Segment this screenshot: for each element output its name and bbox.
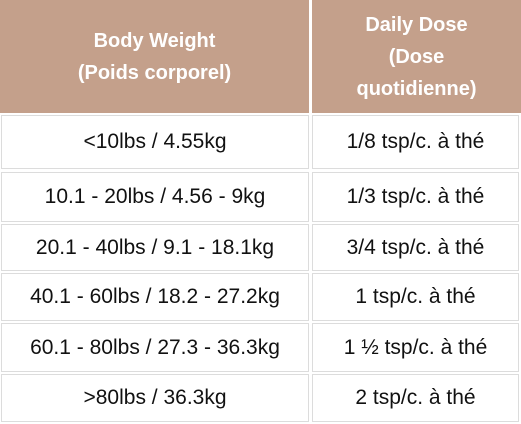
table-cell: 1 ½ tsp/c. à thé (312, 323, 519, 372)
header-text: quotidienne) (356, 77, 477, 100)
header-text: (Dose (388, 45, 445, 68)
table-cell: >80lbs / 36.3kg (1, 374, 309, 422)
table-cell: 1/3 tsp/c. à thé (312, 172, 519, 222)
table-cell: 40.1 - 60lbs / 18.2 - 27.2kg (1, 273, 309, 321)
header-cell: Daily Dose (Dose quotidienne) (312, 0, 521, 113)
table-cell: 1 tsp/c. à thé (312, 273, 519, 321)
header-text: (Poids corporel) (77, 61, 232, 84)
table-cell: 3/4 tsp/c. à thé (312, 224, 519, 271)
table-cell: 2 tsp/c. à thé (312, 374, 519, 422)
table-cell: <10lbs / 4.55kg (1, 115, 309, 169)
table-cell: 60.1 - 80lbs / 27.3 - 36.3kg (1, 323, 309, 372)
header-text: Daily Dose (365, 13, 468, 36)
header-text: Body Weight (93, 29, 216, 52)
table-cell: 1/8 tsp/c. à thé (312, 115, 519, 169)
table-cell: 20.1 - 40lbs / 9.1 - 18.1kg (1, 224, 309, 271)
table-cell: 10.1 - 20lbs / 4.56 - 9kg (1, 172, 309, 222)
header-cell: Body Weight (Poids corporel) (0, 0, 309, 113)
